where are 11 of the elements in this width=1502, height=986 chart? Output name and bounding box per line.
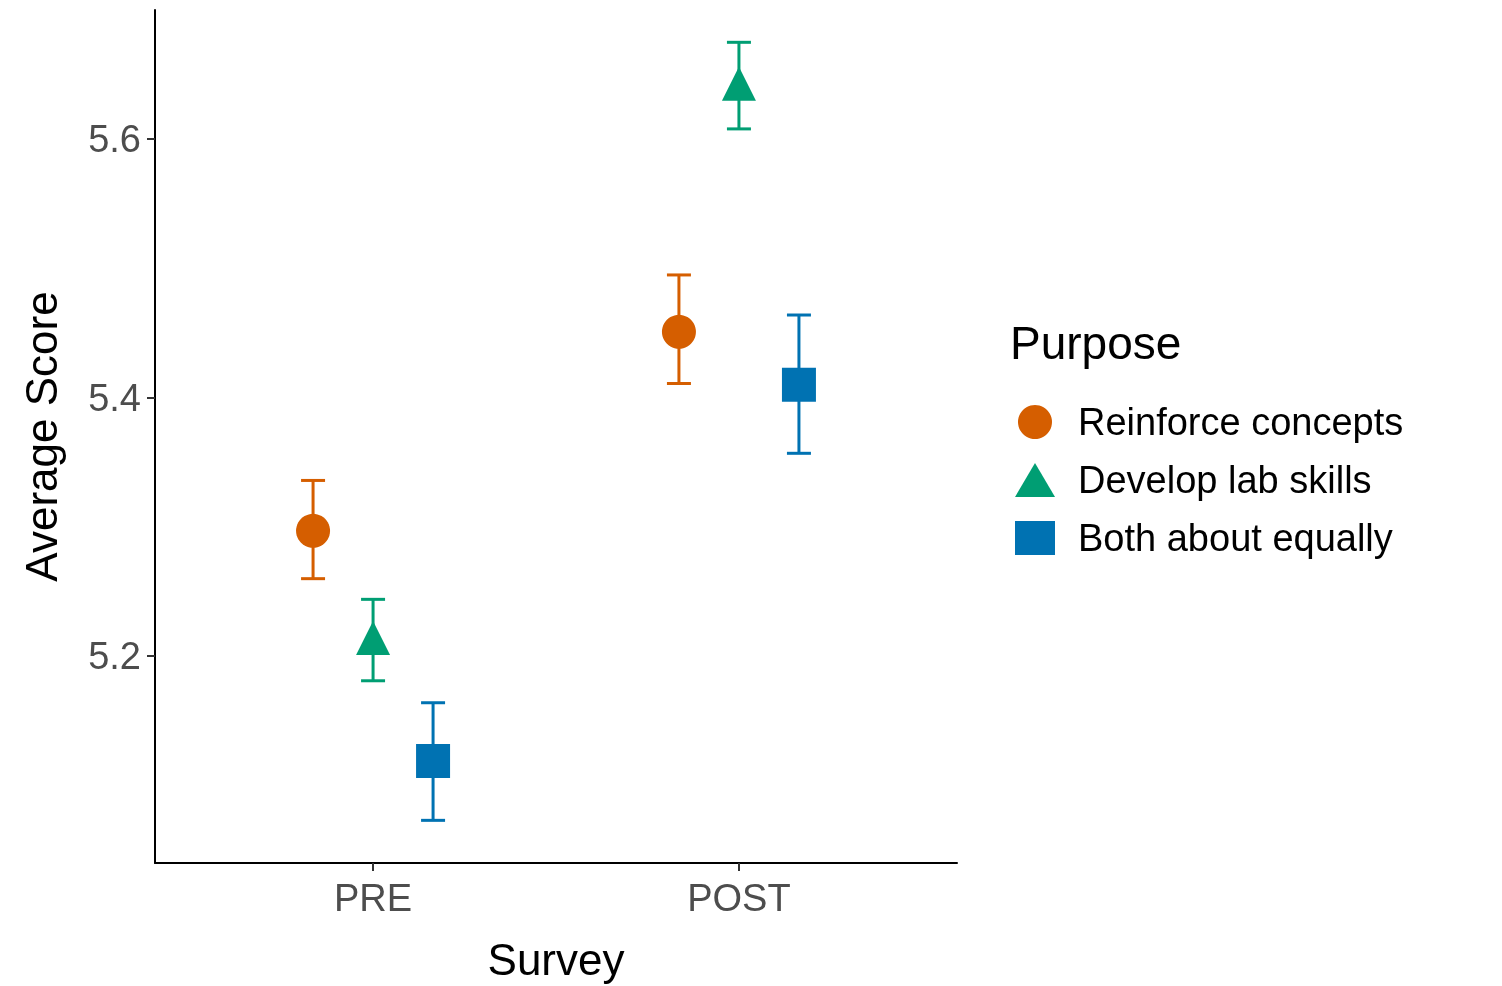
legend-label: Reinforce concepts <box>1078 401 1404 443</box>
y-tick-label: 5.6 <box>88 118 141 161</box>
legend-label: Develop lab skills <box>1078 459 1372 501</box>
x-tick-label: PRE <box>333 877 413 919</box>
x-tick-label: POST <box>687 877 791 919</box>
x-axis-title: Survey <box>487 934 625 984</box>
legend-label: Both about equally <box>1078 517 1393 559</box>
y-axis-title: Average Score <box>16 291 66 582</box>
y-tick-label: 5.4 <box>88 376 141 419</box>
y-tick-label: 5.2 <box>88 635 141 678</box>
legend-title: Purpose <box>1010 317 1182 369</box>
